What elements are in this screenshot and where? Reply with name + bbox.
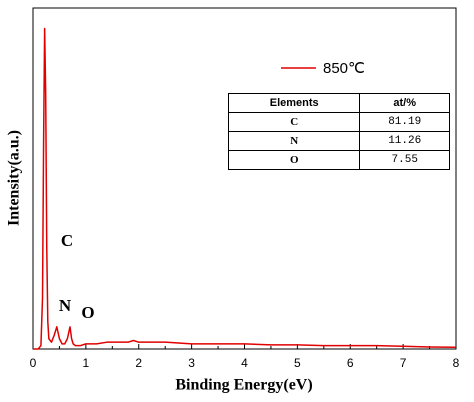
x-tick-label: 0 — [30, 356, 37, 370]
x-tick-label: 6 — [347, 356, 354, 370]
peak-annotation: O — [81, 303, 94, 322]
x-tick-label: 7 — [400, 356, 407, 370]
table-cell: 81.19 — [359, 112, 450, 132]
table-cell: Elements — [227, 93, 361, 113]
spectrum-line — [33, 27, 457, 350]
table-cell: 11.26 — [359, 131, 450, 151]
x-tick-label: 3 — [188, 356, 195, 370]
x-tick-label: 1 — [83, 356, 90, 370]
x-axis-label: Binding Energy(eV) — [175, 377, 312, 394]
table-row: O 7.55 — [227, 150, 450, 170]
inset-table: Elements at/% C 81.19 N 11.26 O 7.55 — [227, 93, 450, 170]
table-cell: at/% — [359, 93, 450, 113]
peak-annotation: C — [61, 231, 73, 250]
table-row: C 81.19 — [227, 112, 450, 132]
y-axis-label: Intensity(a.u.) — [6, 130, 23, 226]
x-tick-label: 2 — [135, 356, 142, 370]
table-cell: N — [227, 131, 361, 151]
table-cell: O — [227, 150, 361, 170]
plot-frame — [32, 7, 457, 350]
peak-annotation: N — [59, 296, 72, 315]
x-tick-label: 8 — [453, 356, 460, 370]
table-cell: C — [227, 112, 361, 132]
table-cell: 7.55 — [359, 150, 450, 170]
x-tick-label: 5 — [294, 356, 301, 370]
table-row: N 11.26 — [227, 131, 450, 151]
table-row: Elements at/% — [227, 93, 450, 113]
legend-label: 850℃ — [323, 60, 365, 77]
x-tick-label: 4 — [241, 356, 248, 370]
